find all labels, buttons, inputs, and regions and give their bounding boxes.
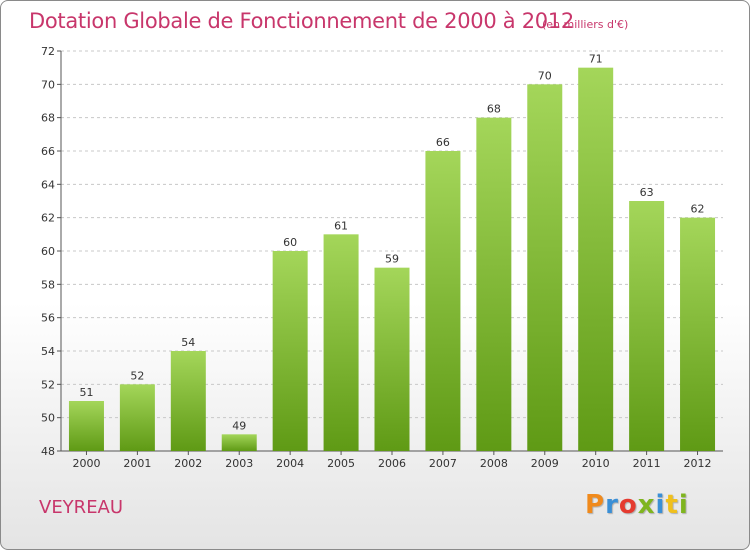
bar-2003 — [221, 434, 257, 451]
data-label: 52 — [130, 369, 144, 382]
x-tick-label: 2006 — [378, 457, 406, 470]
bar-2008 — [476, 117, 512, 452]
data-label: 54 — [181, 336, 195, 349]
y-tick-label: 66 — [41, 145, 55, 158]
data-label: 70 — [538, 69, 552, 82]
x-tick-label: 2000 — [72, 457, 100, 470]
data-label: 59 — [385, 253, 399, 266]
x-tick-label: 2011 — [633, 457, 661, 470]
data-label: 51 — [79, 386, 93, 399]
bar-2004 — [272, 251, 308, 451]
data-label: 61 — [334, 219, 348, 232]
bar-2006 — [374, 267, 410, 451]
y-tick-label: 72 — [41, 45, 55, 58]
labels: 51 2000 52 2001 54 2002 49 2003 60 2004 61 2005 59 20… — [72, 53, 711, 470]
data-label: 49 — [232, 419, 246, 432]
bar-2005 — [323, 234, 359, 451]
logo-letter: P — [585, 490, 606, 520]
x-tick-label: 2009 — [531, 457, 559, 470]
data-label: 71 — [589, 53, 603, 66]
data-label: 68 — [487, 103, 501, 116]
commune-name: VEYREAU — [39, 497, 124, 518]
x-tick-label: 2001 — [123, 457, 151, 470]
y-tick-label: 58 — [41, 278, 55, 291]
y-tick-label: 52 — [41, 378, 55, 391]
y-tick-label: 70 — [41, 78, 55, 91]
proxiti-logo: Proxiti — [585, 490, 689, 520]
data-label: 62 — [691, 203, 705, 216]
x-tick-label: 2008 — [480, 457, 508, 470]
y-tick-label: 50 — [41, 412, 55, 425]
x-tick-label: 2005 — [327, 457, 355, 470]
y-tick-label: 62 — [41, 212, 55, 225]
x-tick-label: 2010 — [582, 457, 610, 470]
bar-2012 — [680, 217, 716, 451]
x-tick-label: 2007 — [429, 457, 457, 470]
logo-letter: r — [605, 490, 619, 520]
bar-2002 — [170, 351, 206, 451]
x-tick-label: 2003 — [225, 457, 253, 470]
logo-letter: i — [655, 490, 666, 520]
logo-letter: i — [678, 490, 689, 520]
chart-subtitle: (en milliers d'€) — [542, 18, 629, 31]
bars — [68, 67, 716, 452]
y-tick-label: 56 — [41, 312, 55, 325]
logo-letter: o — [618, 490, 638, 520]
bar-2011 — [629, 201, 665, 451]
data-label: 60 — [283, 236, 297, 249]
y-tick-label: 60 — [41, 245, 55, 258]
x-tick-label: 2002 — [174, 457, 202, 470]
bar-2007 — [425, 151, 461, 451]
logo-letter: x — [637, 490, 656, 520]
chart-title: Dotation Globale de Fonctionnement de 20… — [29, 9, 574, 33]
logo-letter: t — [665, 490, 679, 520]
data-label: 63 — [640, 186, 654, 199]
y-tick-label: 64 — [41, 178, 55, 191]
y-tick-label: 68 — [41, 112, 55, 125]
bar-2010 — [578, 67, 614, 452]
data-label: 66 — [436, 136, 450, 149]
x-tick-label: 2012 — [684, 457, 712, 470]
bar-2009 — [527, 84, 563, 451]
x-tick-label: 2004 — [276, 457, 304, 470]
bar-2000 — [68, 401, 104, 451]
y-tick-label: 48 — [41, 445, 55, 458]
bar-2001 — [119, 384, 155, 451]
y-tick-label: 54 — [41, 345, 55, 358]
